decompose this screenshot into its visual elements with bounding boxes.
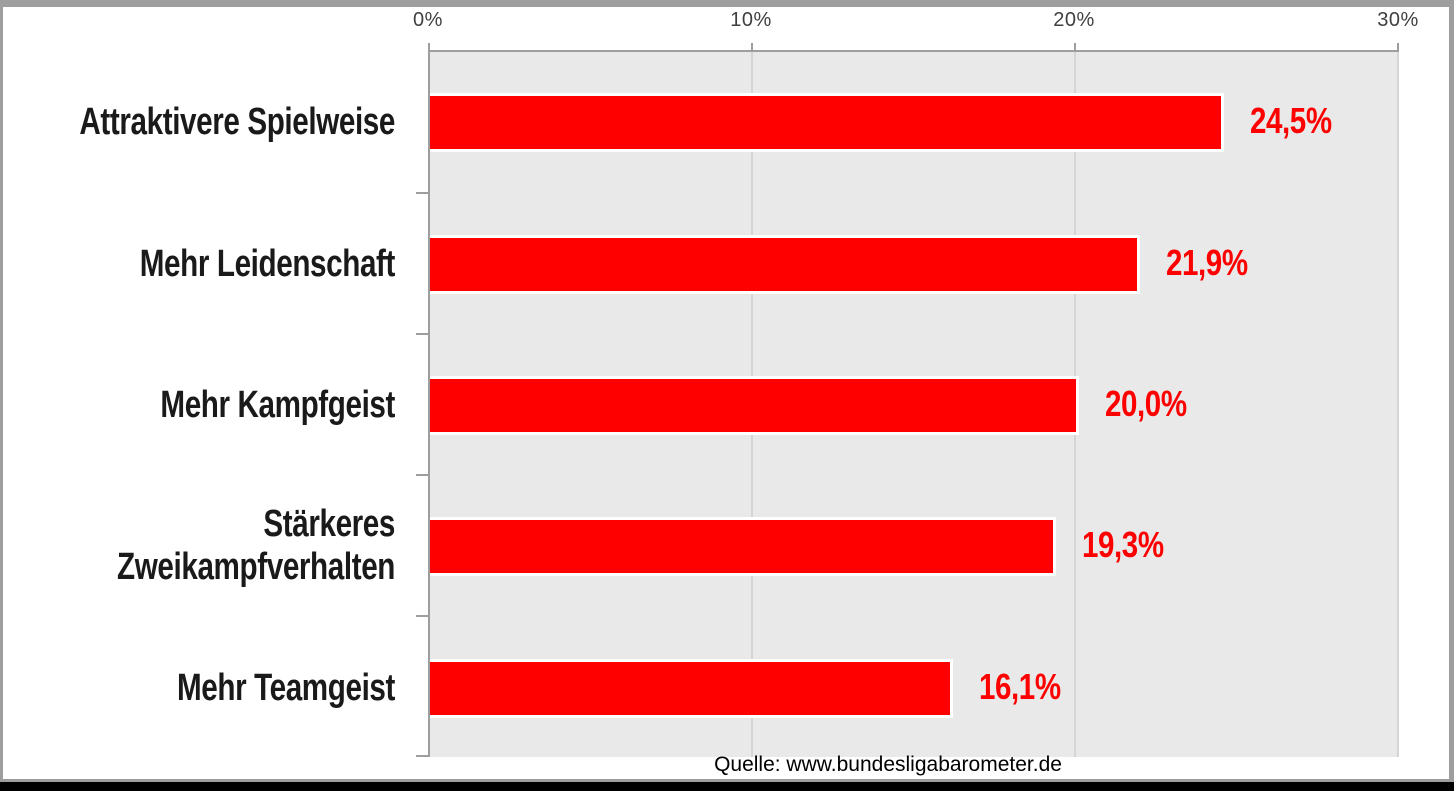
bar [430,658,954,718]
bar [430,234,1141,294]
gridline-30pct [1397,52,1399,757]
bar-area: 19,3% [430,516,1399,576]
bar-area: 24,5% [430,92,1399,152]
chart-row: Mehr Leidenschaft 21,9% [0,223,1399,305]
bar [430,92,1225,152]
value-label: 19,3% [1082,524,1165,566]
x-axis-tick [751,43,753,52]
x-axis-tick-label: 30% [1377,9,1419,31]
x-axis-tick [1074,43,1076,52]
value-label: 21,9% [1166,242,1249,284]
bar-area: 16,1% [430,658,1399,718]
y-axis-tick [416,333,429,335]
x-axis-tick [1397,43,1399,52]
chart-row: Mehr Kampfgeist 20,0% [0,364,1399,446]
value-label: 20,0% [1104,383,1187,425]
x-axis-tick-label: 10% [730,9,772,31]
category-label: Mehr Teamgeist [177,666,395,709]
y-axis-line [428,43,430,757]
value-label: 16,1% [979,666,1061,708]
y-axis-tick [416,192,429,194]
chart-row: Attraktivere Spielweise 24,5% [0,81,1399,163]
chart-row: Mehr Teamgeist 16,1% [0,647,1399,729]
x-axis-tick-label: 0% [413,9,443,31]
category-label: Attraktivere Spielweise [79,100,395,143]
bar-area: 20,0% [430,375,1399,435]
category-label: Mehr Leidenschaft [139,242,396,285]
bar [430,516,1057,576]
category-label: Stärkeres Zweikampfverhalten [117,503,396,588]
bar [430,375,1079,435]
y-axis-tick [416,615,429,617]
chart-row: Stärkeres Zweikampfverhalten 19,3% [0,503,1399,588]
x-axis-tick-label: 20% [1053,9,1095,31]
y-axis-tick [416,474,429,476]
bottom-black-strip [0,782,1454,791]
x-axis-line [428,50,1399,52]
source-caption: Quelle: www.bundesligabarometer.de [714,753,1062,776]
value-label: 24,5% [1250,100,1332,142]
bar-area: 21,9% [430,234,1399,294]
x-axis-tick [428,43,430,52]
category-label: Mehr Kampfgeist [160,383,395,426]
y-axis-tick [416,755,429,757]
